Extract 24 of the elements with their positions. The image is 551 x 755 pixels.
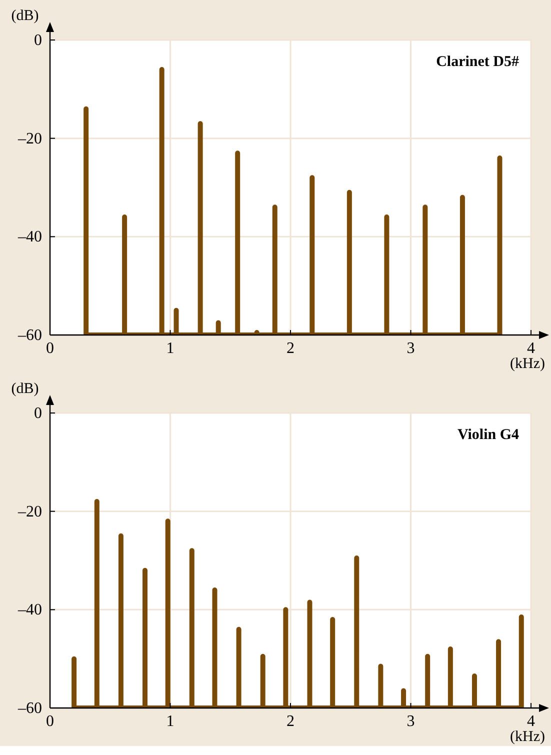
y-tick-label: –40 bbox=[17, 602, 42, 619]
y-tick-label: 0 bbox=[34, 405, 42, 422]
y-tick-label: –40 bbox=[17, 228, 42, 246]
y-tick-label: –20 bbox=[17, 130, 42, 148]
y-tick-label: –60 bbox=[17, 327, 42, 344]
x-tick-label: 1 bbox=[166, 340, 174, 357]
text: Violin G4 bbox=[457, 427, 520, 443]
x-tick-label: 3 bbox=[406, 340, 415, 357]
x-tick-label: 0 bbox=[46, 713, 54, 730]
y-tick-label: –20 bbox=[17, 503, 42, 520]
y-axis-title: (dB) bbox=[11, 8, 39, 24]
y-tick-label: –60 bbox=[17, 700, 42, 717]
x-tick-label: 1 bbox=[166, 713, 174, 730]
y-axis-title: (dB) bbox=[11, 381, 39, 397]
x-tick-label: 4 bbox=[527, 713, 535, 730]
x-tick-label: 2 bbox=[286, 340, 294, 357]
x-tick-label: 4 bbox=[527, 340, 535, 357]
x-tick-label: 2 bbox=[286, 713, 294, 730]
x-axis-title: (kHz) bbox=[510, 729, 545, 745]
x-tick-label: 3 bbox=[406, 713, 415, 730]
y-tick-label: 0 bbox=[34, 32, 42, 49]
x-tick-label: 0 bbox=[46, 340, 54, 357]
text: Clarinet D5# bbox=[436, 54, 520, 70]
x-axis-title: (kHz) bbox=[510, 356, 545, 372]
